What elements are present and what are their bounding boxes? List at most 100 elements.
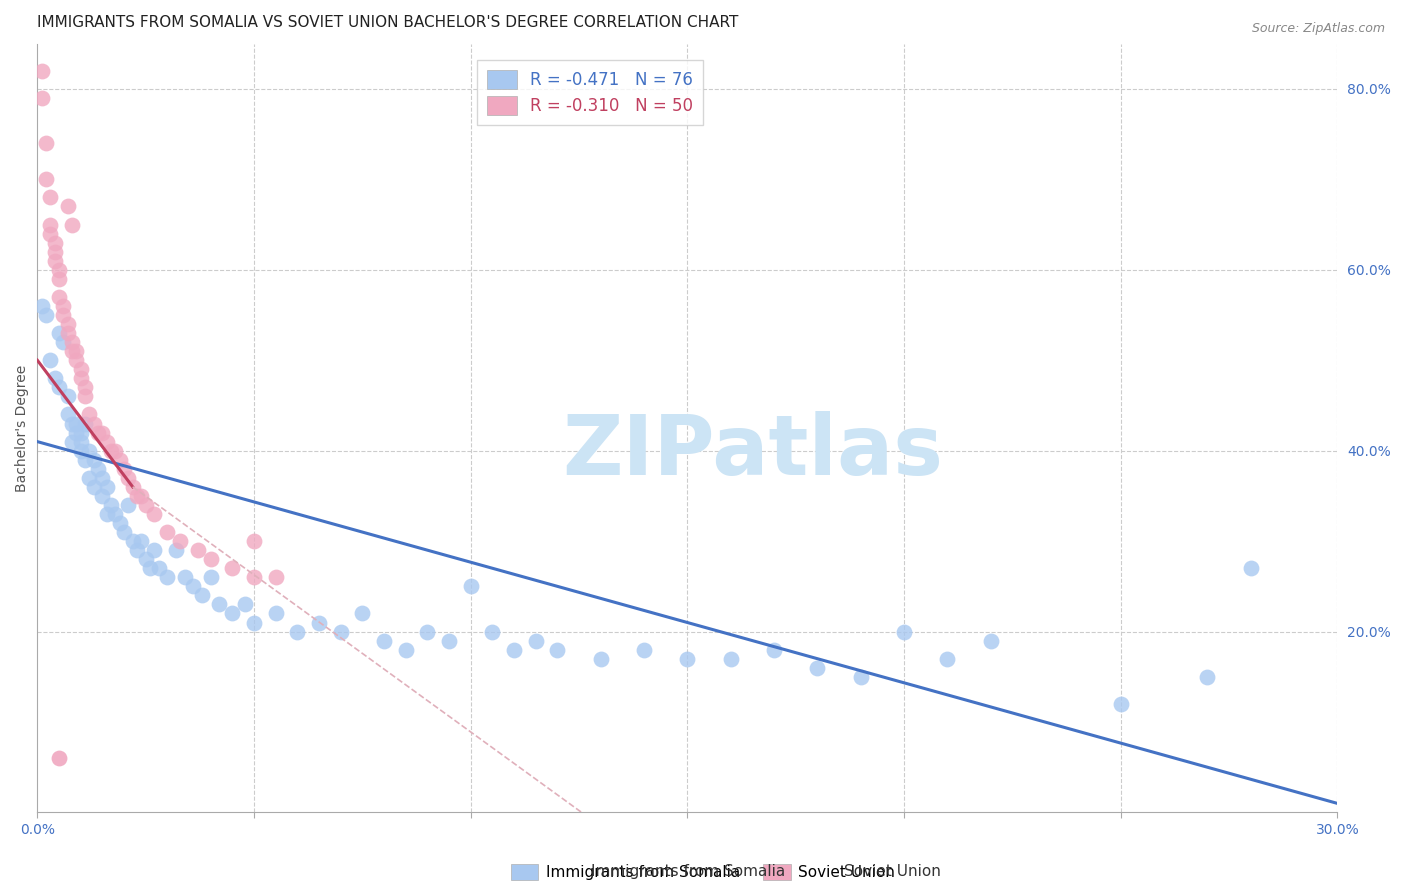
Point [65,417,87,431]
Point [96,507,118,521]
Point [308,615,330,630]
Point [806,661,828,675]
Point [156,570,179,584]
Point [65,425,87,440]
Point [56,199,79,213]
Point [56,408,79,422]
Point [35,136,58,150]
Point [200,570,222,584]
Point [156,524,179,539]
Point [191,588,214,602]
Legend: Immigrants from Somalia, Soviet Union: Immigrants from Somalia, Soviet Union [505,858,901,886]
Point [208,598,231,612]
Point [52,308,75,322]
Point [187,543,209,558]
Point [131,534,153,549]
Point [125,543,148,558]
Point [35,308,58,322]
Point [373,633,395,648]
Point [79,408,101,422]
Point [143,507,166,521]
Point [48,290,70,304]
Point [243,534,266,549]
Point [165,543,187,558]
Point [117,471,139,485]
Point [200,552,222,566]
Point [73,389,96,403]
Point [169,534,191,549]
Point [481,624,503,639]
Point [39,190,62,204]
Point [221,607,243,621]
Point [589,651,612,665]
Point [69,443,91,458]
Point [39,353,62,368]
Point [69,434,91,449]
Point [503,642,526,657]
Point [1240,561,1263,575]
Point [980,633,1002,648]
Point [676,651,699,665]
Point [112,524,135,539]
Point [39,218,62,232]
Point [69,371,91,385]
Point [329,624,352,639]
Point [143,543,166,558]
Point [31,63,53,78]
Text: Source: ZipAtlas.com: Source: ZipAtlas.com [1251,22,1385,36]
Point [83,417,105,431]
Point [79,471,101,485]
Point [31,91,53,105]
Point [52,299,75,313]
Point [285,624,308,639]
Point [633,642,655,657]
Point [148,561,170,575]
Point [243,615,266,630]
Point [104,507,127,521]
Point [60,417,83,431]
Point [39,227,62,241]
Point [69,362,91,376]
Point [96,434,118,449]
Point [65,344,87,359]
Point [91,489,114,503]
Point [104,443,127,458]
Point [1109,697,1132,711]
Text: ZIPatlas: ZIPatlas [562,410,943,491]
Point [121,480,143,494]
Point [83,452,105,467]
Point [79,443,101,458]
Point [83,480,105,494]
Point [108,516,131,530]
Point [524,633,547,648]
Point [135,498,157,512]
Point [87,462,110,476]
Point [60,335,83,350]
Point [73,380,96,394]
Text: IMMIGRANTS FROM SOMALIA VS SOVIET UNION BACHELOR'S DEGREE CORRELATION CHART: IMMIGRANTS FROM SOMALIA VS SOVIET UNION … [38,15,738,30]
Point [60,218,83,232]
Point [96,480,118,494]
Point [395,642,418,657]
Point [91,471,114,485]
Point [31,299,53,313]
Point [112,462,135,476]
Point [60,434,83,449]
Point [100,443,122,458]
Point [936,651,959,665]
Point [52,335,75,350]
Point [183,579,205,593]
Point [56,389,79,403]
Point [173,570,195,584]
Point [460,579,482,593]
Point [48,272,70,286]
Point [56,317,79,331]
Point [44,235,66,250]
Point [243,570,266,584]
Point [100,498,122,512]
Point [135,552,157,566]
Point [35,172,58,186]
Point [65,353,87,368]
Point [117,498,139,512]
Point [264,607,287,621]
